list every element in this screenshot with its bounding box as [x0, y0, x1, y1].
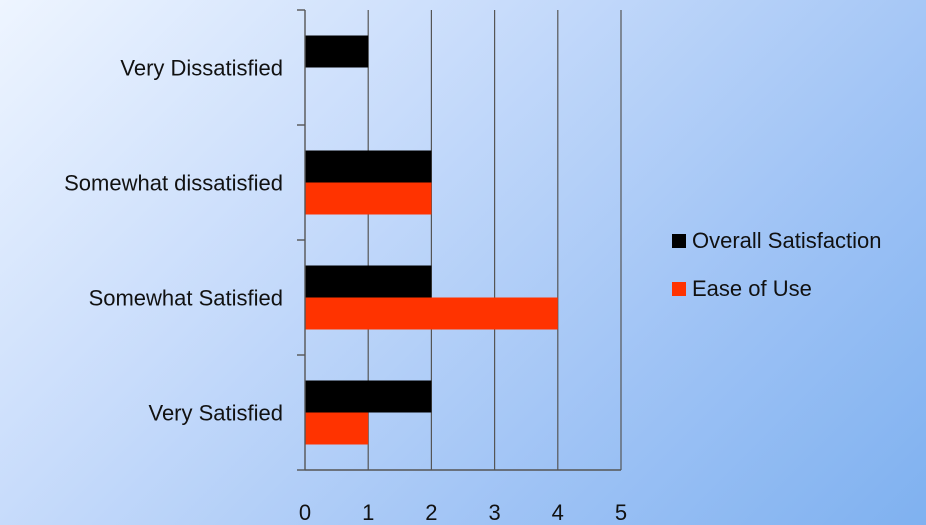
x-tick-label-1: 1 — [362, 500, 374, 525]
legend-label: Overall Satisfaction — [692, 228, 882, 253]
tick-labels: 0 1 2 3 4 5 — [299, 500, 627, 525]
bar-overall-satisfaction-0 — [305, 35, 369, 68]
legend-label: Ease of Use — [692, 276, 812, 301]
category-label: Somewhat dissatisfied — [64, 171, 283, 196]
x-tick-label-3: 3 — [488, 500, 500, 525]
bar-ease-of-use-3 — [305, 412, 369, 445]
bar-overall-satisfaction-2 — [305, 265, 432, 298]
bar-ease-of-use-1 — [305, 182, 432, 215]
bar-overall-satisfaction-3 — [305, 380, 432, 413]
legend-swatch — [672, 234, 686, 248]
x-tick-label-0: 0 — [299, 500, 311, 525]
category-labels: Very Dissatisfied Somewhat dissatisfied So… — [64, 56, 283, 426]
x-tick-label-4: 4 — [552, 500, 564, 525]
bar-ease-of-use-2 — [305, 297, 558, 330]
legend-swatch — [672, 282, 686, 296]
bar-overall-satisfaction-1 — [305, 150, 432, 183]
x-tick-label-2: 2 — [425, 500, 437, 525]
category-label: Very Satisfied — [148, 401, 283, 426]
category-label: Very Dissatisfied — [120, 56, 283, 81]
legend: Overall Satisfaction Ease of Use — [672, 228, 882, 301]
axes — [297, 9, 621, 471]
bars — [305, 35, 558, 445]
x-tick-label-5: 5 — [615, 500, 627, 525]
category-label: Somewhat Satisfied — [89, 286, 283, 311]
